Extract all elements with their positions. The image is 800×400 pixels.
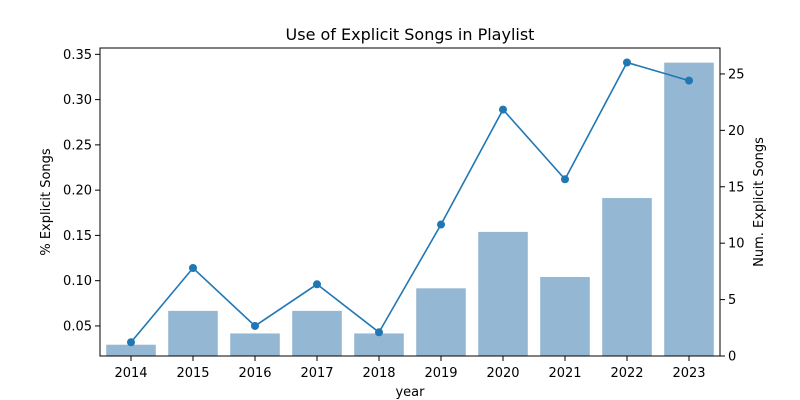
bar-2023: [664, 62, 714, 357]
line-point-2016: [251, 321, 259, 330]
bar-2018: [354, 333, 404, 356]
line-point-2014: [127, 338, 135, 347]
y-left-tick-label: 0.30: [63, 93, 92, 108]
line-point-2015: [189, 264, 197, 272]
bar-2019: [416, 288, 466, 356]
y-left-tick-label: 0.20: [63, 184, 92, 199]
x-axis-title: year: [395, 385, 425, 400]
line-series: [127, 58, 693, 347]
x-tick-label: 2021: [548, 366, 581, 381]
x-tick-label: 2017: [300, 366, 333, 381]
y-axis-right-title: Num. Explicit Songs: [752, 137, 767, 267]
bar-2016: [230, 333, 280, 356]
y-right-tick-label: 20: [728, 124, 745, 139]
line-path: [130, 61, 690, 343]
line-point-2017: [313, 280, 321, 289]
y-left-tick-label: 0.35: [63, 48, 92, 63]
line-point-2020: [499, 105, 507, 114]
line-point-2018: [375, 328, 383, 337]
x-tick-label: 2014: [114, 366, 147, 381]
axes: 2014 2015 2016 2017 2018 2019 2020 2021 2022 2023…: [63, 47, 745, 381]
y-left-tick-label: 0.15: [63, 229, 92, 244]
y-left-tick-label: 0.10: [63, 274, 92, 289]
y-left-tick-label: 0.05: [63, 319, 92, 334]
x-tick-label: 2022: [610, 366, 643, 381]
bar-series: [106, 62, 714, 357]
bar-2020: [478, 231, 528, 356]
y-axis-left-title: % Explicit Songs: [39, 148, 54, 256]
x-tick-label: 2016: [238, 366, 271, 381]
line-point-2022: [623, 58, 631, 67]
x-tick-label: 2019: [424, 366, 457, 381]
bar-2021: [540, 277, 590, 356]
chart-title: Use of Explicit Songs in Playlist: [286, 25, 535, 44]
y-right-tick-label: 10: [728, 237, 745, 252]
plot-frame: [99, 47, 721, 357]
y-right-tick-label: 0: [728, 350, 736, 365]
y-right-tick-label: 5: [728, 293, 736, 308]
bar-2022: [602, 198, 652, 356]
x-tick-label: 2015: [176, 366, 209, 381]
y-right-tick-label: 25: [728, 67, 745, 82]
y-right-tick-label: 15: [728, 180, 745, 195]
line-point-2019: [437, 220, 445, 229]
line-point-2023: [685, 76, 693, 85]
bar-2017: [292, 310, 342, 356]
x-tick-label: 2023: [672, 366, 705, 381]
line-point-2021: [561, 175, 569, 184]
x-tick-label: 2018: [362, 366, 395, 381]
bar-2014: [106, 344, 156, 356]
y-left-tick-label: 0.25: [63, 138, 92, 153]
x-tick-label: 2020: [486, 366, 519, 381]
bar-2015: [168, 310, 218, 356]
